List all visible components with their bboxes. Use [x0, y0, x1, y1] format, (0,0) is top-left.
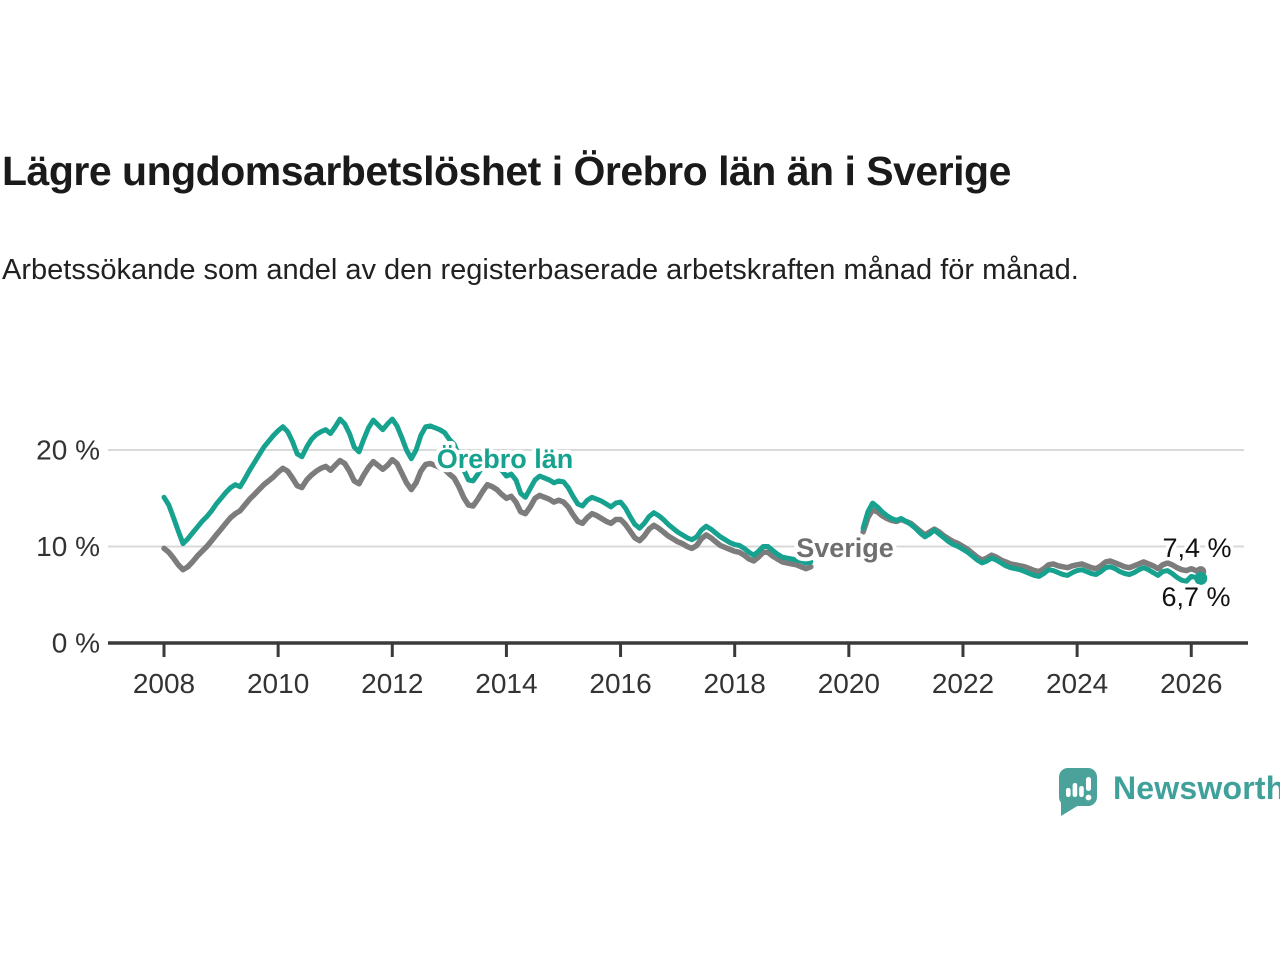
x-tick-label: 2020	[818, 668, 880, 699]
end-value-label-orebro-lan: 6,7 %	[1161, 582, 1230, 612]
x-tick-label: 2016	[589, 668, 651, 699]
newsworthy-logo-icon	[1059, 768, 1097, 816]
series-label-sverige: Sverige	[796, 533, 894, 563]
series-end-dot-orebro-lan	[1194, 571, 1208, 585]
series-label-orebro-lan: Örebro län	[437, 444, 574, 474]
x-tick-label: 2010	[247, 668, 309, 699]
newsworthy-wordmark: Newsworthy	[1113, 770, 1280, 806]
x-tick-label: 2024	[1046, 668, 1108, 699]
series-line-orebro-lan	[161, 416, 1204, 584]
x-tick-label: 2022	[932, 668, 994, 699]
brand-footer: Newsworthy	[1055, 766, 1280, 818]
y-tick-label: 10 %	[36, 531, 100, 562]
x-tick-label: 2026	[1160, 668, 1222, 699]
x-tick-label: 2014	[475, 668, 537, 699]
x-tick-label: 2008	[133, 668, 195, 699]
y-tick-label: 0 %	[52, 628, 100, 659]
x-tick-label: 2018	[704, 668, 766, 699]
end-value-label-sverige: 7,4 %	[1162, 533, 1231, 563]
y-tick-label: 20 %	[36, 435, 100, 466]
page-title: Lägre ungdomsarbetslöshet i Örebro län ä…	[2, 148, 1011, 194]
series-line-sverige	[161, 456, 1204, 575]
chart-subtitle: Arbetssökande som andel av den registerb…	[2, 254, 1079, 286]
x-tick-label: 2012	[361, 668, 423, 699]
line-chart: 2008 2010 2012 2014 2016 2018 2020 2022 2024 2026…	[36, 416, 1248, 699]
